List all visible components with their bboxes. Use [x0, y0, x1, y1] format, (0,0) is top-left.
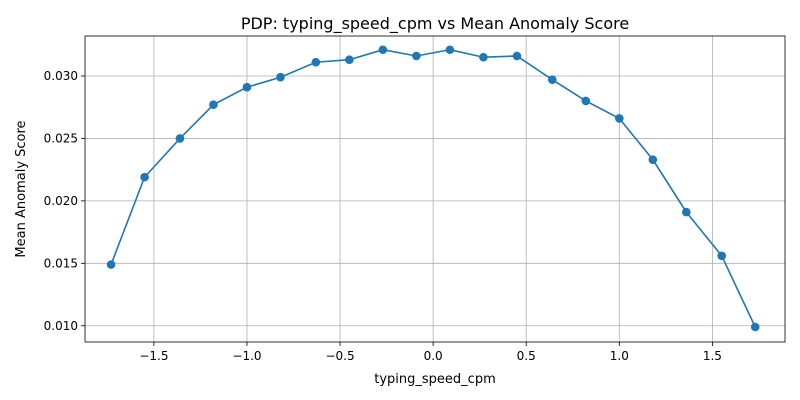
- data-point: [581, 96, 591, 106]
- x-tick-label: −1.5: [139, 349, 168, 363]
- data-point: [615, 114, 624, 123]
- grid-layer: [85, 36, 785, 342]
- data-point: [512, 51, 522, 61]
- data-point: [140, 172, 149, 182]
- x-tick-label: 0.0: [424, 349, 443, 363]
- data-point: [378, 45, 388, 55]
- y-tick-label: 0.025: [44, 131, 78, 145]
- x-tick-label: 1.5: [703, 349, 722, 363]
- data-point: [242, 82, 252, 92]
- series-line: [110, 48, 756, 328]
- x-tick-label: −1.0: [232, 349, 261, 363]
- data-point: [106, 260, 116, 269]
- data-point: [209, 100, 218, 109]
- data-point: [175, 134, 185, 143]
- chart-title: PDP: typing_speed_cpm vs Mean Anomaly Sc…: [241, 14, 629, 34]
- data-point: [276, 72, 285, 82]
- data-point: [445, 45, 455, 55]
- data-point: [412, 51, 421, 61]
- y-tick-label: 0.020: [44, 194, 78, 208]
- x-tick-label: 0.5: [517, 349, 536, 363]
- y-axis-label: Mean Anomaly Score: [14, 120, 29, 257]
- data-point: [648, 155, 658, 164]
- series-layer: [106, 45, 760, 332]
- x-tick-label: 1.0: [610, 349, 629, 363]
- plot-area-frame: [84, 35, 786, 343]
- data-point: [345, 55, 354, 65]
- data-point: [479, 52, 488, 62]
- x-axis-label: typing_speed_cpm: [374, 372, 495, 387]
- data-point: [750, 322, 760, 332]
- tick-layer: −1.5 −1.0 −0.5 0.0 0.5 1.0 1.5 0.010 0.015 0.020 0…: [44, 69, 722, 363]
- data-point: [311, 57, 321, 67]
- y-tick-label: 0.010: [44, 319, 78, 333]
- y-tick-label: 0.030: [44, 69, 78, 83]
- x-tick-label: −0.5: [325, 349, 354, 363]
- data-point: [547, 75, 557, 85]
- data-point: [682, 207, 691, 217]
- y-tick-label: 0.015: [44, 256, 78, 270]
- data-point: [717, 251, 727, 261]
